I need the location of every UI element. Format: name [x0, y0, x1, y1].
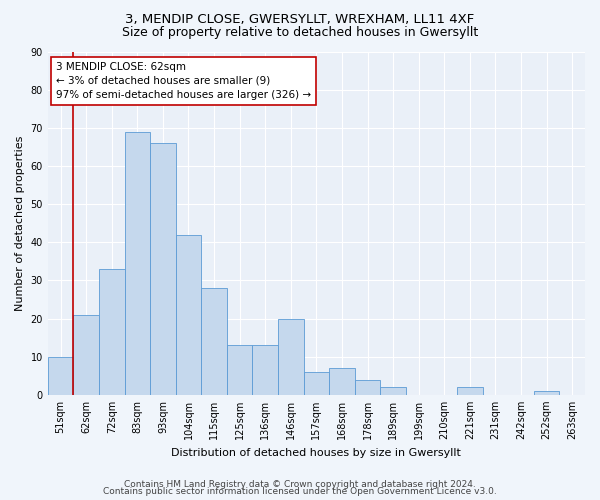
Text: Contains public sector information licensed under the Open Government Licence v3: Contains public sector information licen…: [103, 488, 497, 496]
Bar: [457, 387, 482, 395]
Text: Size of property relative to detached houses in Gwersyllt: Size of property relative to detached ho…: [122, 26, 478, 39]
Bar: [48, 356, 73, 395]
Bar: [278, 318, 304, 395]
Bar: [253, 345, 278, 395]
Bar: [534, 391, 559, 395]
Bar: [125, 132, 150, 395]
Bar: [329, 368, 355, 395]
Text: 3, MENDIP CLOSE, GWERSYLLT, WREXHAM, LL11 4XF: 3, MENDIP CLOSE, GWERSYLLT, WREXHAM, LL1…: [125, 12, 475, 26]
Bar: [201, 288, 227, 395]
Text: Contains HM Land Registry data © Crown copyright and database right 2024.: Contains HM Land Registry data © Crown c…: [124, 480, 476, 489]
Bar: [380, 387, 406, 395]
Bar: [176, 234, 201, 395]
Y-axis label: Number of detached properties: Number of detached properties: [15, 136, 25, 311]
Bar: [355, 380, 380, 395]
Bar: [150, 143, 176, 395]
Bar: [99, 269, 125, 395]
X-axis label: Distribution of detached houses by size in Gwersyllt: Distribution of detached houses by size …: [172, 448, 461, 458]
Bar: [304, 372, 329, 395]
Bar: [227, 345, 253, 395]
Text: 3 MENDIP CLOSE: 62sqm
← 3% of detached houses are smaller (9)
97% of semi-detach: 3 MENDIP CLOSE: 62sqm ← 3% of detached h…: [56, 62, 311, 100]
Bar: [73, 314, 99, 395]
